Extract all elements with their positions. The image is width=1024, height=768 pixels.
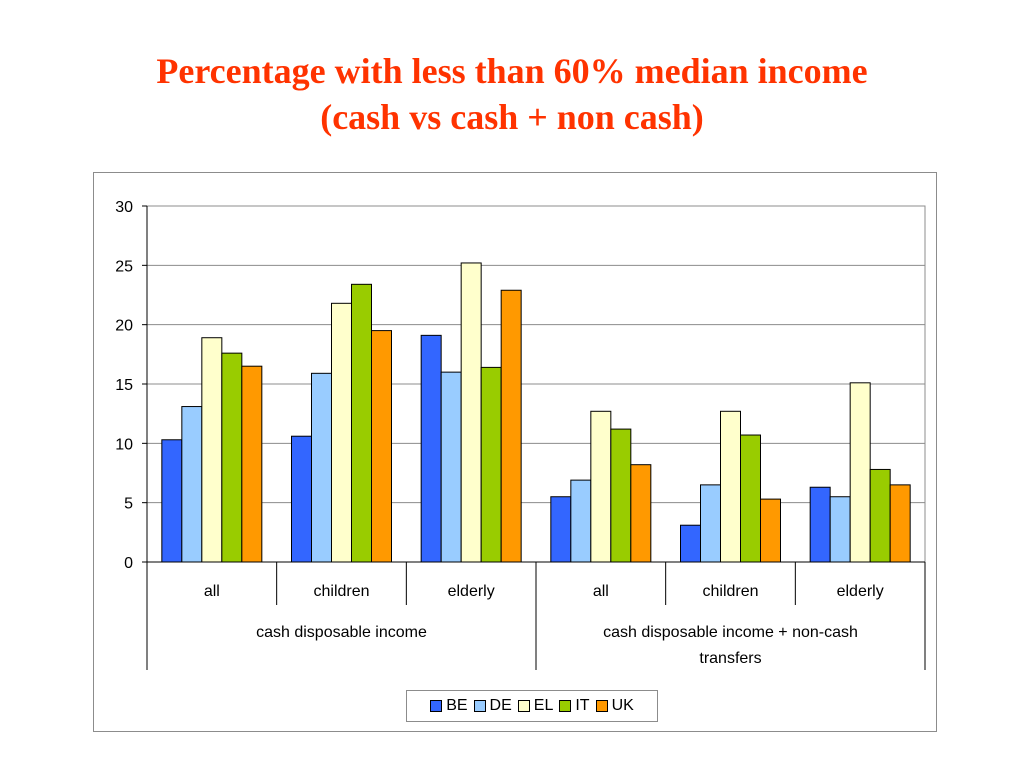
bar-de bbox=[700, 484, 721, 563]
bar-el bbox=[460, 262, 482, 563]
bar-be bbox=[680, 524, 701, 563]
group-label: transfers bbox=[699, 650, 761, 667]
bar-it bbox=[610, 428, 632, 563]
title-line-1: Percentage with less than 60% median inc… bbox=[156, 51, 868, 91]
bar-be bbox=[420, 334, 442, 563]
category-label: elderly bbox=[837, 583, 884, 600]
group-label: cash disposable income + non-cash bbox=[603, 624, 858, 641]
legend-label: BE bbox=[446, 697, 468, 714]
legend-entry-it: IT bbox=[559, 697, 590, 715]
legend-entry-el: EL bbox=[517, 697, 554, 715]
bar-de bbox=[570, 479, 592, 563]
bar-uk bbox=[371, 330, 392, 563]
bar-it bbox=[221, 352, 243, 563]
bar-de bbox=[311, 372, 332, 563]
y-tick-label: 5 bbox=[124, 496, 133, 513]
bar-uk bbox=[889, 484, 911, 563]
bar-de bbox=[440, 371, 462, 563]
bar-el bbox=[590, 410, 612, 563]
category-label: all bbox=[593, 583, 609, 600]
bar-uk bbox=[760, 498, 781, 563]
category-label: all bbox=[204, 583, 220, 600]
legend-label: DE bbox=[489, 697, 512, 714]
y-tick-label: 15 bbox=[115, 377, 133, 394]
legend-label: EL bbox=[533, 697, 554, 714]
chart-legend: BE DE EL IT UK bbox=[406, 690, 658, 722]
bar-uk bbox=[630, 464, 652, 563]
bar-it bbox=[869, 468, 891, 563]
y-tick-label: 25 bbox=[115, 258, 133, 275]
legend-swatch bbox=[430, 700, 443, 712]
bar-el bbox=[331, 302, 352, 563]
legend-entry-de: DE bbox=[473, 697, 512, 715]
bar-be bbox=[161, 439, 183, 563]
legend-label: UK bbox=[611, 697, 634, 714]
bar-el bbox=[201, 337, 223, 563]
group-label: cash disposable income bbox=[256, 624, 427, 641]
legend-swatch bbox=[595, 700, 608, 712]
bar-el bbox=[849, 382, 871, 563]
bar-de bbox=[181, 406, 203, 563]
y-tick-label: 20 bbox=[115, 318, 133, 335]
bar-be bbox=[809, 486, 831, 563]
bar-uk bbox=[241, 365, 263, 563]
bar-uk bbox=[500, 289, 522, 563]
bar-it bbox=[740, 434, 761, 563]
bar-it bbox=[480, 366, 502, 563]
y-tick-label: 30 bbox=[115, 199, 133, 216]
legend-swatch bbox=[517, 700, 530, 712]
category-label: children bbox=[702, 583, 758, 600]
legend-entry-be: BE bbox=[430, 697, 468, 715]
legend-swatch bbox=[559, 700, 572, 712]
y-tick-label: 0 bbox=[124, 555, 133, 572]
bar-de bbox=[829, 496, 851, 563]
bar-be bbox=[291, 435, 312, 563]
category-label: children bbox=[313, 583, 369, 600]
y-tick-label: 10 bbox=[115, 436, 133, 453]
legend-entry-uk: UK bbox=[595, 697, 634, 715]
category-label: elderly bbox=[448, 583, 495, 600]
bar-it bbox=[351, 283, 372, 563]
bar-el bbox=[720, 410, 741, 563]
legend-swatch bbox=[473, 700, 486, 712]
bar-be bbox=[550, 496, 572, 563]
slide-title: Percentage with less than 60% median inc… bbox=[0, 48, 1024, 140]
title-line-2: (cash vs cash + non cash) bbox=[320, 97, 704, 137]
legend-label: IT bbox=[575, 697, 590, 714]
